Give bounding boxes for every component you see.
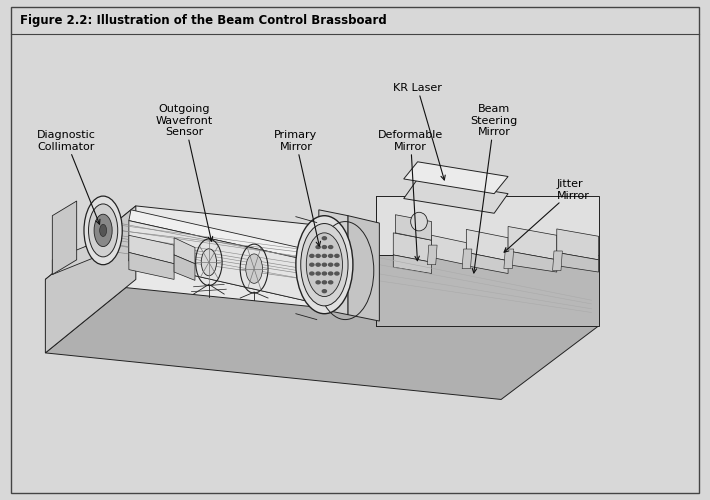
Polygon shape [129, 220, 324, 305]
Circle shape [322, 290, 327, 292]
Circle shape [322, 254, 327, 258]
Polygon shape [53, 240, 101, 274]
Polygon shape [462, 249, 472, 268]
Circle shape [335, 263, 339, 266]
Polygon shape [393, 233, 432, 262]
Ellipse shape [296, 216, 353, 314]
Polygon shape [508, 251, 557, 272]
Text: Deformable
Mirror: Deformable Mirror [378, 130, 443, 260]
Circle shape [329, 281, 333, 284]
Circle shape [335, 254, 339, 258]
Text: Figure 2.2: Illustration of the Beam Control Brassboard: Figure 2.2: Illustration of the Beam Con… [20, 14, 386, 27]
Polygon shape [319, 210, 348, 314]
Polygon shape [504, 249, 513, 268]
Polygon shape [45, 206, 136, 353]
Ellipse shape [89, 204, 118, 257]
Ellipse shape [201, 249, 217, 276]
Polygon shape [404, 162, 508, 194]
Polygon shape [393, 255, 432, 274]
Polygon shape [466, 230, 508, 261]
Text: Outgoing
Wavefront
Sensor: Outgoing Wavefront Sensor [156, 104, 213, 241]
Polygon shape [129, 210, 327, 264]
Ellipse shape [410, 212, 427, 231]
Text: Diagnostic
Collimator: Diagnostic Collimator [37, 130, 100, 224]
Circle shape [329, 254, 333, 258]
Circle shape [316, 246, 320, 248]
Circle shape [316, 263, 320, 266]
Ellipse shape [84, 196, 122, 264]
Circle shape [329, 272, 333, 275]
Polygon shape [174, 255, 195, 280]
Circle shape [322, 281, 327, 284]
Circle shape [310, 254, 314, 258]
Circle shape [310, 263, 314, 266]
Circle shape [310, 272, 314, 275]
Ellipse shape [94, 214, 112, 246]
Text: Beam
Steering
Mirror: Beam Steering Mirror [471, 104, 518, 273]
Polygon shape [427, 245, 437, 264]
Text: Jitter
Mirror: Jitter Mirror [504, 180, 590, 252]
Ellipse shape [246, 254, 263, 284]
Polygon shape [45, 206, 599, 326]
Polygon shape [129, 236, 174, 264]
Polygon shape [129, 252, 174, 280]
Text: KR Laser: KR Laser [393, 83, 445, 180]
Polygon shape [376, 255, 599, 326]
Polygon shape [552, 251, 562, 270]
Polygon shape [557, 229, 599, 260]
Circle shape [329, 263, 333, 266]
Circle shape [316, 281, 320, 284]
Polygon shape [376, 196, 599, 255]
Circle shape [322, 272, 327, 275]
Polygon shape [432, 236, 466, 264]
Polygon shape [404, 179, 508, 213]
Circle shape [316, 272, 320, 275]
Polygon shape [466, 252, 508, 274]
Circle shape [322, 237, 327, 240]
Circle shape [322, 246, 327, 248]
Circle shape [322, 263, 327, 266]
Polygon shape [395, 214, 432, 240]
Polygon shape [129, 250, 327, 305]
Polygon shape [174, 238, 195, 264]
Ellipse shape [301, 224, 348, 306]
Circle shape [329, 246, 333, 248]
Circle shape [316, 254, 320, 258]
Polygon shape [348, 216, 379, 321]
Ellipse shape [306, 233, 342, 296]
Polygon shape [45, 280, 599, 400]
Polygon shape [508, 226, 557, 260]
Text: Primary
Mirror: Primary Mirror [274, 130, 320, 246]
Circle shape [335, 272, 339, 275]
Polygon shape [557, 252, 599, 272]
Ellipse shape [99, 224, 106, 236]
Polygon shape [53, 201, 77, 274]
